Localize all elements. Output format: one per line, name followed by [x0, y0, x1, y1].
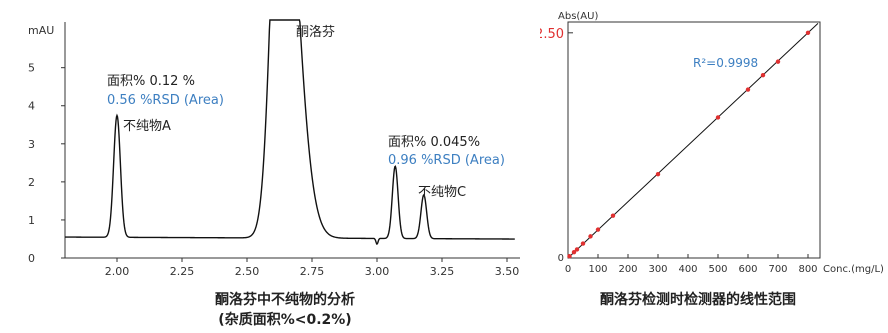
x-tick-label: 200 [618, 264, 637, 275]
data-point [610, 213, 616, 218]
x-tick-label: 300 [648, 264, 667, 275]
x-tick-label: 800 [798, 264, 817, 275]
y-tick-label-top: 2.50 [540, 27, 564, 42]
x-tick-label: 0 [565, 264, 571, 275]
peak-c-area-label: 面积% 0.045% [388, 135, 480, 150]
y-tick-label: 1 [28, 214, 35, 227]
plot-frame [567, 21, 821, 259]
data-point [588, 234, 593, 239]
peak-c-name: 不纯物C [418, 185, 466, 200]
x-tick-label: 2.75 [300, 265, 325, 278]
x-tick-label: 700 [768, 264, 787, 275]
y-tick-label: 3 [28, 138, 35, 151]
y-axis-label: mAU [28, 24, 54, 37]
chromatogram-caption-line1: 酮洛芬中不纯物的分析 [215, 292, 355, 308]
y-tick-label: 2 [28, 176, 35, 189]
data-point [805, 30, 811, 36]
x-tick-label: 600 [738, 264, 757, 275]
data-point [775, 59, 781, 64]
y-tick-label-zero: 0 [558, 253, 564, 264]
data-point [567, 253, 572, 259]
x-tick-label: 2.50 [235, 265, 260, 278]
chromatogram-caption: 酮洛芬中不纯物的分析 (杂质面积%<0.2%) [150, 290, 420, 330]
x-tick-label: 3.50 [495, 265, 520, 278]
data-point [760, 72, 766, 78]
x-tick-label: 2.25 [170, 265, 195, 278]
data-point [745, 87, 751, 92]
chromatogram-chart: 0 1 2 3 4 5 mAU 2.00 2.25 2.50 2.75 3.00 3.25 3.50 面积%… [28, 19, 520, 278]
y-axis-label: Abs(AU) [558, 11, 598, 22]
x-tick-label: 400 [678, 264, 697, 275]
peak-a-rsd-label: 0.56 %RSD (Area) [107, 93, 224, 108]
y-tick-label: 5 [28, 62, 35, 75]
data-point [655, 172, 661, 177]
linearity-caption-text: 酮洛芬检测时检测器的线性范围 [600, 292, 796, 308]
data-point [580, 241, 586, 246]
x-tick-label: 100 [588, 264, 607, 275]
fit-label: R²=0.9998 [693, 56, 758, 70]
y-tick-label: 4 [28, 100, 35, 113]
x-axis-label: Conc.(mg/L) [823, 264, 884, 275]
linearity-chart: Abs(AU) 2.50 00 100 200 300 400 500 600 700 800 Con… [540, 11, 884, 275]
x-tick-label: 500 [708, 264, 727, 275]
peak-c-rsd-label: 0.96 %RSD (Area) [388, 153, 505, 168]
chromatogram-caption-line2: (杂质面积%<0.2%) [218, 312, 352, 328]
data-point [571, 249, 577, 255]
linearity-caption: 酮洛芬检测时检测器的线性范围 [548, 290, 848, 310]
peak-a-area-label: 面积% 0.12 % [107, 74, 195, 89]
y-tick-label: 0 [28, 252, 35, 265]
data-point [595, 227, 601, 232]
x-tick-label: 2.00 [105, 265, 130, 278]
peak-a-name: 不纯物A [123, 119, 171, 134]
data-point [715, 115, 721, 120]
x-tick-label: 3.00 [365, 265, 390, 278]
data-point [574, 247, 580, 252]
chromatogram-trace [64, 19, 515, 246]
x-tick-label: 3.25 [430, 265, 455, 278]
main-peak-name: 酮洛芬 [296, 25, 335, 40]
